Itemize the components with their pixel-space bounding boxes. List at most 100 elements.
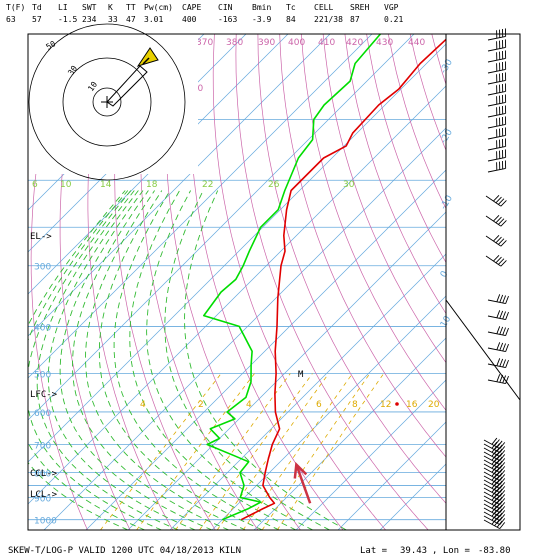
dry-adiabat-line xyxy=(30,34,88,530)
wind-barb-flag xyxy=(499,518,506,525)
theta-label: 370 xyxy=(196,38,213,48)
wind-barb-flag xyxy=(499,470,506,477)
pressure-tick-label: 800 xyxy=(34,470,51,480)
moist-adiabat-line xyxy=(28,190,145,530)
wind-barb-flag xyxy=(496,468,503,476)
dry-adiabat-line xyxy=(140,34,259,530)
header-label: Td xyxy=(32,3,42,12)
moist-adiabat-line xyxy=(85,190,246,530)
wind-barb xyxy=(487,116,507,129)
header-label: CAPE xyxy=(182,3,201,12)
pressure-tick-label: 900 xyxy=(34,494,51,504)
wind-barb-flag xyxy=(499,486,506,493)
wind-barb-flag xyxy=(494,459,500,467)
pressure-tick-label: 500 xyxy=(34,370,51,380)
wind-barb-flag xyxy=(499,478,506,485)
wind-barb-flag xyxy=(496,294,501,302)
wind-barb xyxy=(485,215,507,227)
wind-barb xyxy=(483,465,506,478)
moist-adiabat-line xyxy=(146,190,314,530)
wind-barb-flag xyxy=(498,198,505,205)
header-label: SWT xyxy=(82,3,97,12)
dry-adiabat-line xyxy=(387,34,446,210)
el-marker: EL-> xyxy=(30,232,52,242)
theta-label: 410 xyxy=(318,38,335,48)
mixing-ratio-line xyxy=(276,373,385,530)
wind-barb-flag xyxy=(494,471,500,479)
wind-barb-flag xyxy=(499,466,506,473)
hodograph-ring-inner xyxy=(92,87,122,117)
level-markers xyxy=(293,461,312,504)
wind-barb-flag xyxy=(499,310,504,319)
dry-adiabat-line xyxy=(165,34,301,530)
max-marker: M xyxy=(298,370,304,380)
isotherm-label: -20 xyxy=(439,128,455,146)
wind-barb-flag xyxy=(494,451,500,459)
wind-barb-flag xyxy=(499,450,506,457)
isotherm-line xyxy=(28,34,373,379)
wind-barb-flag xyxy=(491,489,498,497)
wind-barb-flag xyxy=(494,491,500,499)
mixing-ratio-line xyxy=(199,373,313,530)
wind-barb xyxy=(487,72,507,85)
wind-barb xyxy=(483,513,506,526)
wind-barb xyxy=(483,461,506,474)
wind-barb-flag xyxy=(494,447,500,455)
mixing-ratio-label: 8 xyxy=(352,400,358,410)
mixing-ratio-line xyxy=(242,373,353,530)
header-label: VGP xyxy=(384,3,399,12)
mixing-ratio-line xyxy=(136,373,255,530)
mixing-ratio-line xyxy=(100,373,222,530)
dry-adiabat-line xyxy=(366,34,446,264)
mixing-ratio-label: 4 xyxy=(140,400,146,410)
wind-barb-flag xyxy=(499,294,504,303)
wind-barb-flag xyxy=(494,463,500,471)
wind-barb xyxy=(483,501,506,514)
dry-adiabat-line xyxy=(519,34,560,530)
wind-barb-flag xyxy=(494,499,500,507)
wind-barb-flag xyxy=(491,517,498,525)
wind-barb xyxy=(483,481,506,494)
wind-barb-flag xyxy=(491,453,498,461)
wind-barb-flag xyxy=(496,488,503,496)
isotherm-label: 0 xyxy=(439,269,451,279)
wind-barb-flag xyxy=(496,500,503,508)
isotherm-line xyxy=(28,85,446,505)
plot-frame xyxy=(27,33,447,531)
stability-index-header: T(F) 63 Td 57 LI -1.5 SWT 234 K 33 TT 47 Pw(cm) 3.01 C… xyxy=(6,3,403,24)
isotherm-line xyxy=(28,34,415,421)
wind-barb-flag xyxy=(491,481,498,489)
pressure-tick-label: 600 xyxy=(34,409,51,419)
wind-barb-flag xyxy=(496,476,503,484)
wind-barb xyxy=(487,83,507,96)
wind-barb-flag xyxy=(505,359,509,368)
wind-barb-flag xyxy=(498,218,505,225)
isotherm-line xyxy=(28,34,289,295)
theta-label: 380 xyxy=(226,38,243,48)
isotherm-line xyxy=(295,379,446,530)
wind-barb xyxy=(485,235,507,247)
header-value: 0.21 xyxy=(384,15,403,24)
isotherm-line xyxy=(85,169,446,530)
moist-adiabat-label: 30 xyxy=(343,180,355,190)
wind-barb-flag xyxy=(499,326,504,335)
header-value: 33 xyxy=(108,15,118,24)
wind-barb xyxy=(483,489,506,502)
header-label: Tc xyxy=(286,3,296,12)
wind-barb-flag xyxy=(505,327,509,336)
wind-barb xyxy=(487,374,509,385)
wind-barb-flag xyxy=(496,452,503,460)
wind-barb xyxy=(487,50,507,63)
header-label: T(F) xyxy=(6,3,25,12)
wind-barb-flag xyxy=(494,519,500,527)
moist-adiabat-label: 18 xyxy=(146,180,158,190)
wind-barb-flag xyxy=(502,295,507,304)
hodograph-ring-middle xyxy=(62,57,152,147)
wind-barb-flag xyxy=(499,474,506,481)
wind-barb-flag xyxy=(494,455,500,463)
wind-barb xyxy=(483,473,506,486)
moist-adiabat-label: 6 xyxy=(32,180,38,190)
wind-barb-flag xyxy=(493,235,500,242)
moist-adiabat-line xyxy=(184,190,347,530)
